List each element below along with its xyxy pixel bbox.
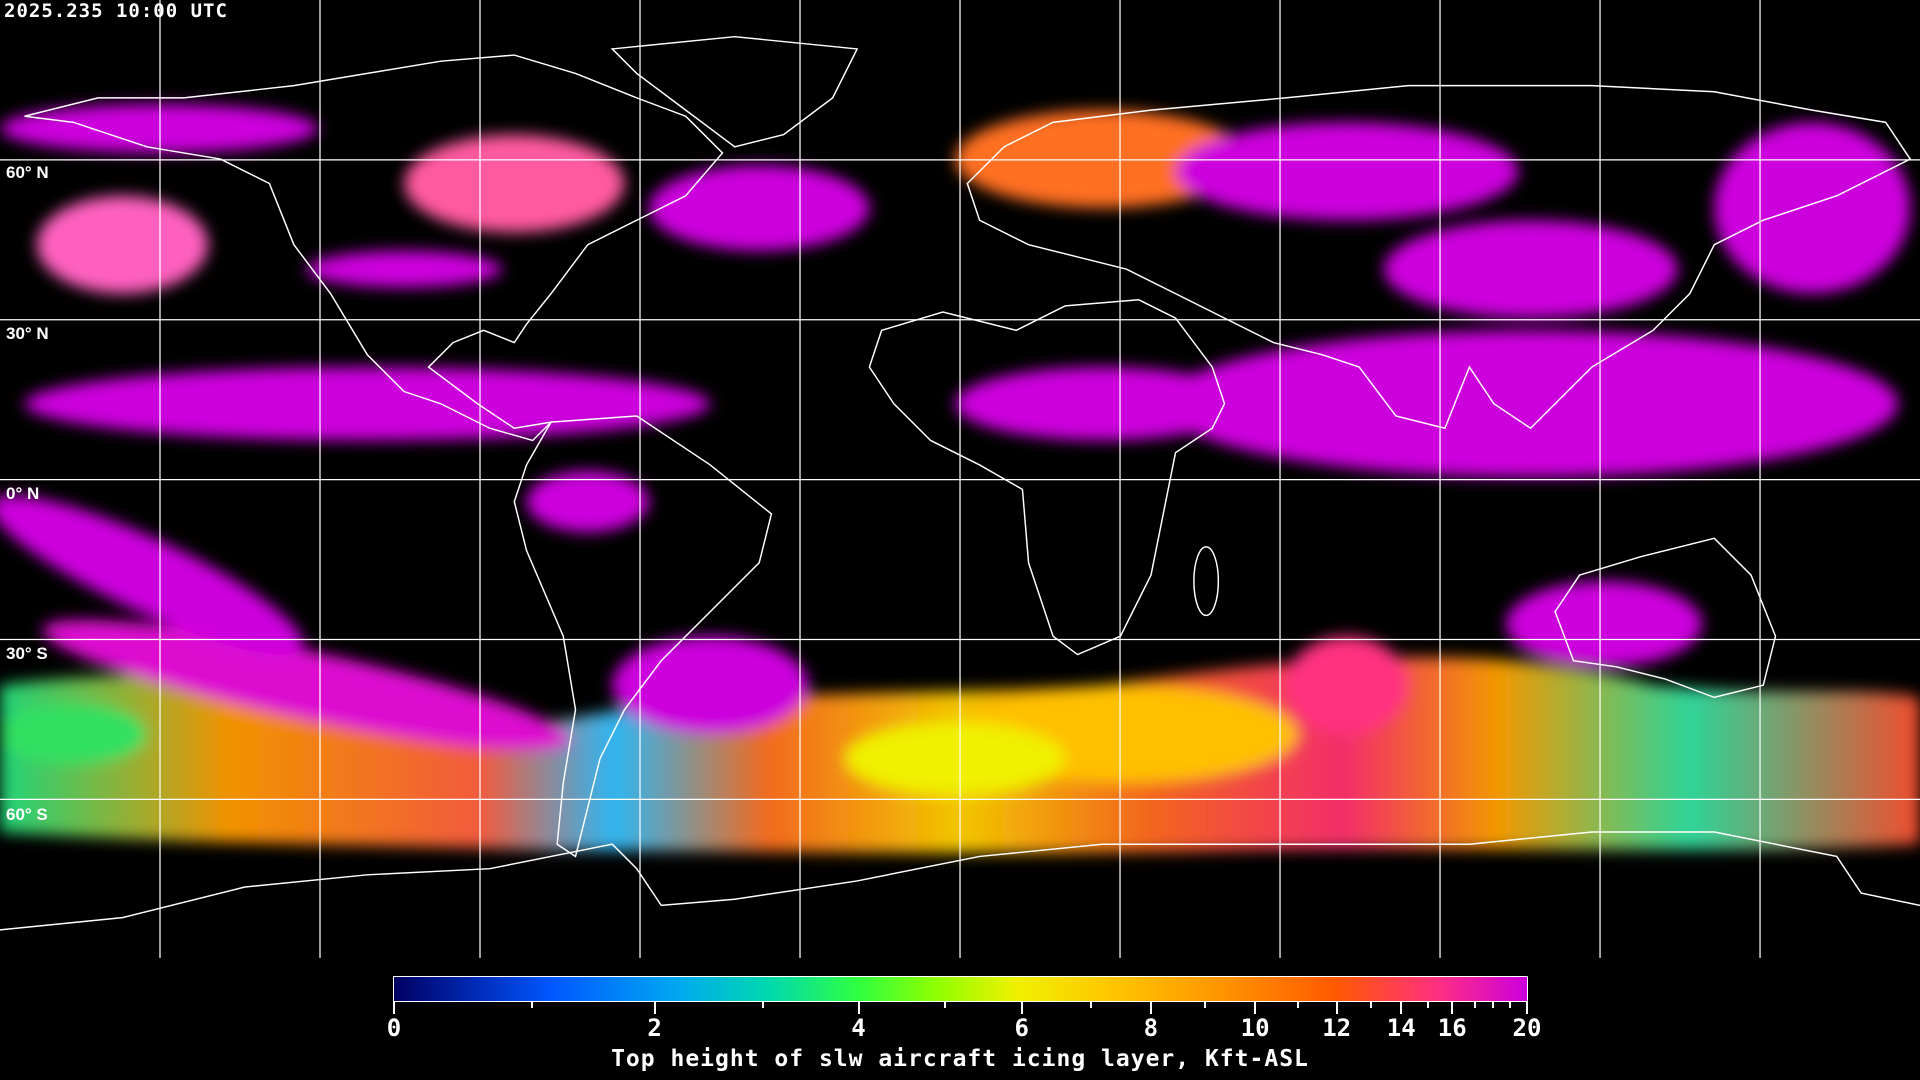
timestamp: 2025.235 10:00 UTC [4, 0, 228, 22]
north-america-coast [24, 54, 724, 442]
icing-map [0, 0, 1920, 958]
coastlines [0, 35, 1920, 931]
major-tick [393, 1002, 395, 1014]
major-tick [1254, 1002, 1257, 1014]
minor-tick [943, 1002, 946, 1008]
lat-label-60s: 60° S [6, 805, 48, 824]
minor-tick [1509, 1002, 1511, 1008]
major-tick [1020, 1002, 1023, 1014]
major-tick [1526, 1002, 1528, 1014]
greenland-coast [610, 35, 859, 148]
minor-tick [762, 1002, 765, 1008]
minor-tick [1369, 1002, 1372, 1008]
south-america-coast [513, 415, 773, 858]
tick-label: 4 [851, 1014, 866, 1042]
madagascar-coast [1193, 546, 1220, 617]
lat-label-30s: 30° S [6, 644, 48, 663]
tick-label: 10 [1240, 1014, 1270, 1042]
colorbar-title: Top height of slw aircraft icing layer, … [611, 1046, 1309, 1072]
tick-label: 8 [1143, 1014, 1159, 1042]
major-tick [1451, 1002, 1454, 1014]
colorbar [393, 976, 1528, 1002]
minor-tick [1089, 1002, 1092, 1008]
antarctica-coast [0, 831, 1920, 931]
tick-label: 6 [1014, 1014, 1029, 1042]
tick-label: 14 [1386, 1014, 1416, 1042]
tick-label: 16 [1437, 1014, 1467, 1042]
minor-tick [1492, 1002, 1494, 1008]
major-tick [1400, 1002, 1403, 1014]
major-tick [1149, 1002, 1152, 1014]
tick-label: 12 [1322, 1014, 1352, 1042]
lat-lon-grid [0, 0, 1920, 958]
tick-label: 20 [1512, 1014, 1542, 1042]
africa-coast [868, 299, 1226, 656]
major-tick [653, 1002, 656, 1014]
eurasia-coast [966, 84, 1912, 430]
minor-tick [1473, 1002, 1476, 1008]
major-tick [857, 1002, 860, 1014]
minor-tick [1204, 1002, 1207, 1008]
tick-label: 0 [386, 1014, 402, 1042]
tick-label: 2 [647, 1014, 662, 1042]
minor-tick [531, 1002, 534, 1008]
minor-tick [1427, 1002, 1430, 1008]
major-tick [1335, 1002, 1338, 1014]
minor-tick [1297, 1002, 1300, 1008]
lat-label-0n: 0° N [6, 484, 40, 503]
lat-label-30n: 30° N [6, 324, 49, 343]
australia-coast [1554, 537, 1777, 699]
lat-label-60n: 60° N [6, 163, 49, 182]
